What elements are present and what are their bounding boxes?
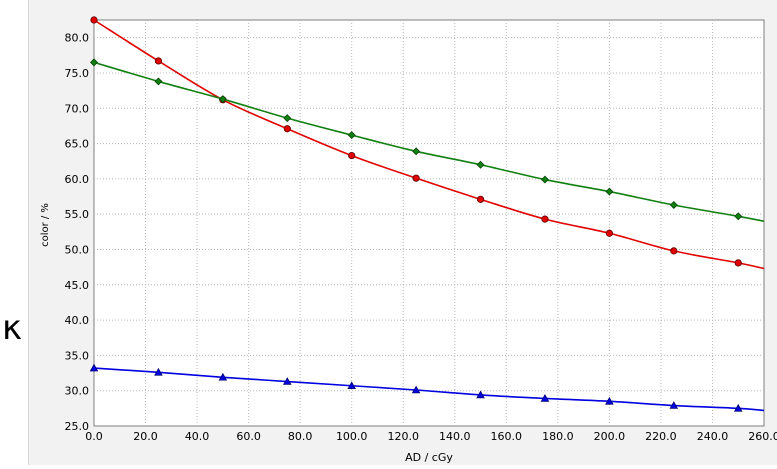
- x-tick-label: 80.0: [288, 430, 313, 443]
- x-tick-label: 100.0: [336, 430, 368, 443]
- data-point: [348, 152, 354, 158]
- y-tick-label: 35.0: [65, 349, 90, 362]
- y-tick-label: 30.0: [65, 385, 90, 398]
- x-tick-label: 180.0: [542, 430, 574, 443]
- x-tick-label: 160.0: [491, 430, 523, 443]
- stray-kappa-glyph: κ: [0, 306, 22, 346]
- data-point: [91, 17, 97, 23]
- plot-area: [94, 20, 764, 426]
- y-tick-label: 55.0: [65, 208, 90, 221]
- data-point: [155, 58, 161, 64]
- y-tick-label: 50.0: [65, 243, 90, 256]
- y-tick-label: 45.0: [65, 279, 90, 292]
- x-axis-label: AD / cGy: [405, 451, 453, 464]
- y-tick-label: 80.0: [65, 32, 90, 45]
- data-point: [735, 260, 741, 266]
- svg-text:κ: κ: [2, 308, 22, 346]
- y-tick-label: 40.0: [65, 314, 90, 327]
- y-tick-label: 65.0: [65, 138, 90, 151]
- y-tick-label: 25.0: [65, 420, 90, 433]
- x-tick-label: 200.0: [594, 430, 626, 443]
- x-tick-label: 260.0: [748, 430, 777, 443]
- data-point: [671, 248, 677, 254]
- y-tick-label: 70.0: [65, 102, 90, 115]
- x-tick-label: 40.0: [185, 430, 210, 443]
- x-tick-label: 120.0: [387, 430, 419, 443]
- data-point: [477, 196, 483, 202]
- data-point: [606, 230, 612, 236]
- data-point: [542, 216, 548, 222]
- x-tick-label: 240.0: [697, 430, 729, 443]
- x-tick-label: 220.0: [645, 430, 677, 443]
- data-point: [413, 175, 419, 181]
- y-axis-label: color / %: [40, 203, 51, 247]
- x-tick-label: 60.0: [236, 430, 261, 443]
- x-tick-label: 20.0: [133, 430, 158, 443]
- x-tick-label: 140.0: [439, 430, 471, 443]
- y-tick-label: 75.0: [65, 67, 90, 80]
- data-point: [284, 126, 290, 132]
- y-tick-label: 60.0: [65, 173, 90, 186]
